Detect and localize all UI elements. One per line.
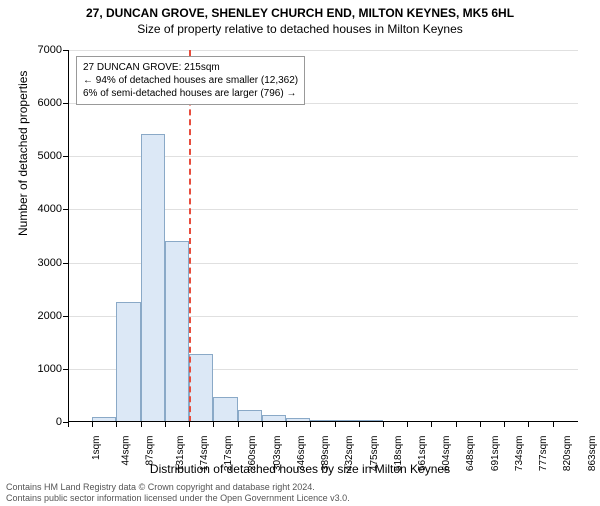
ytick-mark	[63, 209, 68, 210]
xtick-label: 1sqm	[91, 436, 102, 460]
ytick-label: 4000	[38, 203, 62, 215]
ytick-label: 3000	[38, 257, 62, 269]
ytick-mark	[63, 50, 68, 51]
ytick-label: 1000	[38, 363, 62, 375]
histogram-bar	[116, 302, 140, 422]
xtick-mark	[456, 422, 457, 427]
xtick-mark	[92, 422, 93, 427]
callout-line1: 27 DUNCAN GROVE: 215sqm	[83, 61, 298, 74]
xtick-mark	[528, 422, 529, 427]
xtick-mark	[504, 422, 505, 427]
histogram-bars	[68, 50, 578, 422]
footer-credits: Contains HM Land Registry data © Crown c…	[6, 482, 350, 504]
xtick-mark	[553, 422, 554, 427]
ytick-mark	[63, 103, 68, 104]
xtick-mark	[383, 422, 384, 427]
xtick-label: 87sqm	[145, 436, 156, 466]
x-axis-line	[68, 421, 578, 422]
xtick-mark	[213, 422, 214, 427]
callout-line3: 6% of semi-detached houses are larger (7…	[83, 87, 298, 100]
chart-plot-area: 01000200030004000500060007000 1sqm44sqm8…	[68, 50, 578, 422]
xtick-mark	[165, 422, 166, 427]
xtick-mark	[189, 422, 190, 427]
xtick-mark	[335, 422, 336, 427]
x-axis-label: Distribution of detached houses by size …	[0, 462, 600, 476]
ytick-label: 2000	[38, 310, 62, 322]
ytick-label: 6000	[38, 97, 62, 109]
xtick-mark	[68, 422, 69, 427]
xtick-mark	[310, 422, 311, 427]
footer-line1: Contains HM Land Registry data © Crown c…	[6, 482, 350, 493]
ytick-mark	[63, 316, 68, 317]
xtick-mark	[262, 422, 263, 427]
y-axis-line	[68, 50, 69, 422]
xtick-mark	[359, 422, 360, 427]
xtick-mark	[431, 422, 432, 427]
ytick-mark	[63, 369, 68, 370]
xtick-mark	[141, 422, 142, 427]
histogram-bar	[165, 241, 189, 422]
y-axis-label: Number of detached properties	[16, 71, 30, 236]
footer-line2: Contains public sector information licen…	[6, 493, 350, 504]
ytick-label: 5000	[38, 150, 62, 162]
histogram-bar	[189, 354, 213, 422]
xtick-mark	[480, 422, 481, 427]
ytick-mark	[63, 156, 68, 157]
page-subtitle: Size of property relative to detached ho…	[0, 22, 600, 36]
callout-line2: ← 94% of detached houses are smaller (12…	[83, 74, 298, 87]
property-marker-line	[189, 50, 191, 422]
xtick-mark	[407, 422, 408, 427]
histogram-bar	[141, 134, 165, 422]
page-title: 27, DUNCAN GROVE, SHENLEY CHURCH END, MI…	[0, 6, 600, 20]
ytick-label: 7000	[38, 44, 62, 56]
property-callout: 27 DUNCAN GROVE: 215sqm ← 94% of detache…	[76, 56, 305, 105]
ytick-mark	[63, 263, 68, 264]
ytick-label: 0	[56, 416, 62, 428]
xtick-mark	[238, 422, 239, 427]
xtick-mark	[116, 422, 117, 427]
histogram-bar	[213, 397, 237, 422]
xtick-mark	[286, 422, 287, 427]
xtick-label: 44sqm	[121, 436, 132, 466]
